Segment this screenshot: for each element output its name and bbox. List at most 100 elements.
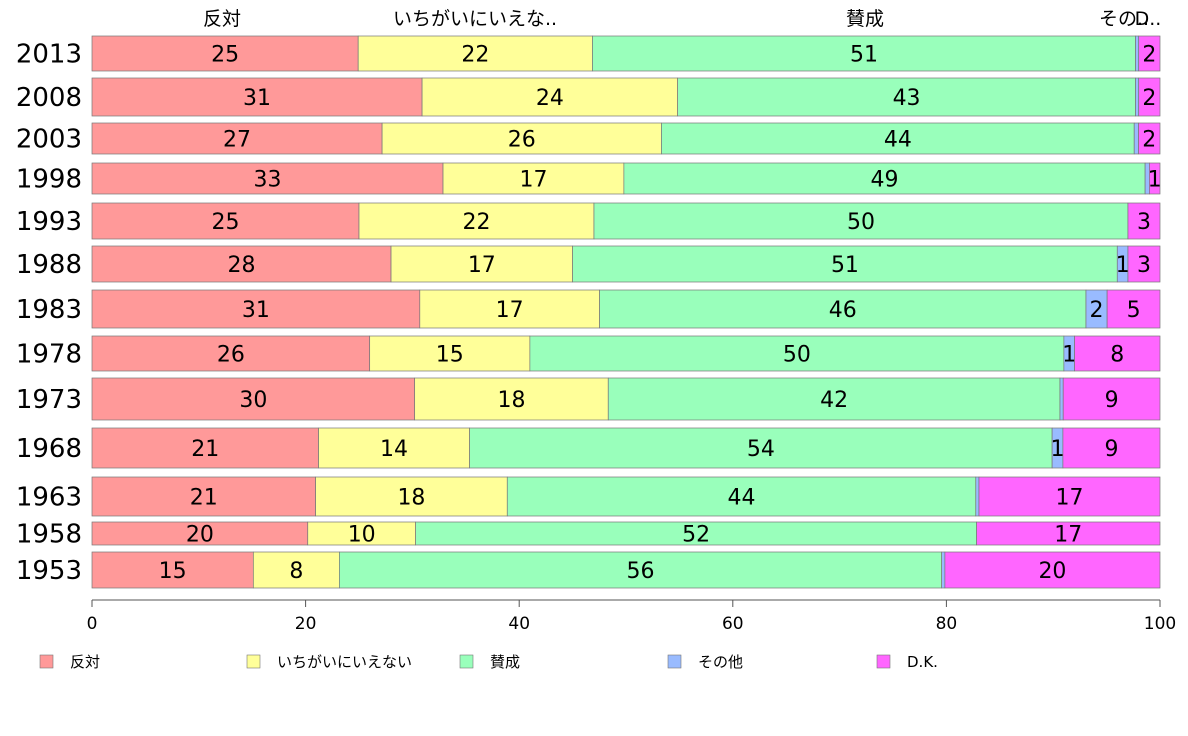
data-label-1968-s0: 21 [191, 437, 219, 462]
bar-1978-dk [1074, 335, 1161, 372]
data-label-2003-s0: 27 [223, 128, 251, 153]
bar-1958-dk [976, 521, 1161, 546]
bars: 25 22 51 231 24 43 227 26 44 233 17 49 125 22 50 328 17 5… [91, 35, 1162, 589]
y-tick-label-1968: 1968 [16, 434, 82, 464]
column-header-1: いちがいにいえな.. [393, 8, 557, 30]
bar-2008-s0 [91, 77, 423, 117]
data-label-2013-s1: 22 [461, 43, 489, 68]
bar-1953-s2 [339, 551, 943, 589]
y-tick-label-1983: 1983 [16, 295, 82, 325]
data-label-1953-s2: 56 [627, 559, 655, 584]
bar-1978-s2 [529, 335, 1065, 372]
column-headers: 反対 いちがいにいえな.. 賛成 その..D.. [203, 8, 1161, 30]
column-header-4: D.. [1135, 8, 1162, 30]
data-label-1958-s1: 10 [348, 523, 376, 548]
legend-swatch-4 [876, 654, 891, 669]
data-label-2003-s1: 26 [508, 128, 536, 153]
bar-1973-s0 [91, 377, 416, 421]
bar-1968-s0 [91, 427, 319, 469]
bar-2003-s1 [381, 122, 662, 155]
bar-1983-dk [1106, 289, 1161, 329]
legend-swatch-1 [246, 654, 261, 669]
data-label-1963-s2: 44 [728, 486, 756, 511]
bar-2013-dk [1138, 35, 1161, 72]
y-tick-label-1963: 1963 [16, 483, 82, 513]
bar-2003-s3 [1133, 122, 1139, 155]
y-tick-label-2003: 2003 [16, 125, 82, 155]
legend-label-3: その他 [698, 653, 743, 671]
bar-1968-s1 [318, 427, 470, 469]
data-label-1998-s2: 49 [870, 168, 898, 193]
data-label-1983-s0: 31 [242, 298, 270, 323]
bar-1988-s0 [91, 245, 392, 283]
data-label-1998-s0: 33 [254, 168, 282, 193]
bar-1998-s2 [623, 162, 1146, 195]
data-label-1993-s1: 22 [462, 210, 490, 235]
data-label-1958-s0: 20 [186, 523, 214, 548]
bar-1968-s2 [469, 427, 1053, 469]
data-label-1953-s1: 8 [289, 559, 303, 584]
bar-1963-s3 [975, 476, 980, 517]
bar-1963-s2 [506, 476, 977, 517]
data-label-1973-s4: 9 [1105, 388, 1119, 413]
data-label-1978-s1: 15 [436, 343, 464, 368]
data-label-2003-s4: 2 [1142, 128, 1156, 153]
bar-1988-dk [1127, 245, 1161, 283]
data-label-1968-s1: 14 [380, 437, 408, 462]
y-tick-label-1953: 1953 [16, 556, 82, 586]
data-label-1963-s4: 17 [1055, 486, 1083, 511]
data-label-1988-s2: 51 [831, 253, 859, 278]
y-tick-label-1973: 1973 [16, 385, 82, 415]
x-tick-label-40: 40 [508, 614, 530, 634]
data-label-1978-s2: 50 [783, 343, 811, 368]
bar-1953-dk [944, 551, 1161, 589]
bar-1998-dk [1149, 162, 1161, 195]
bar-1983-s2 [599, 289, 1087, 329]
data-label-2008-s1: 24 [536, 86, 564, 111]
data-label-1988-s4: 3 [1137, 253, 1151, 278]
bar-1988-s2 [572, 245, 1118, 283]
y-tick-label-1958: 1958 [16, 520, 82, 550]
bar-2008-s1 [421, 77, 678, 117]
bar-1993-s2 [593, 202, 1129, 240]
data-label-1988-s3: 1 [1116, 253, 1130, 278]
bar-2013-s3 [1135, 35, 1140, 72]
data-label-1983-s2: 46 [829, 298, 857, 323]
data-label-1953-s4: 20 [1038, 559, 1066, 584]
bar-1953-s3 [941, 551, 946, 589]
data-label-1993-s2: 50 [847, 210, 875, 235]
bar-1973-s2 [607, 377, 1061, 421]
data-label-1978-s0: 26 [217, 343, 245, 368]
data-label-1983-s3: 2 [1090, 298, 1104, 323]
data-label-1973-s2: 42 [820, 388, 848, 413]
data-label-2013-s4: 2 [1142, 43, 1156, 68]
bar-1963-s0 [91, 476, 316, 517]
column-header-0: 反対 [203, 8, 241, 30]
y-tick-label-1993: 1993 [16, 207, 82, 237]
data-label-1978-s3: 1 [1062, 343, 1076, 368]
data-label-1973-s1: 18 [497, 388, 525, 413]
data-label-2013-s2: 51 [850, 43, 878, 68]
bar-1973-s3 [1059, 377, 1064, 421]
x-tick-label-100: 100 [1144, 614, 1176, 634]
bar-1973-dk [1062, 377, 1161, 421]
legend-label-4: D.K. [907, 653, 938, 671]
legend-swatch-2 [459, 654, 474, 669]
legend-swatch-3 [667, 654, 682, 669]
data-label-1978-s4: 8 [1110, 343, 1124, 368]
bar-1998-s0 [91, 162, 444, 195]
bar-1968-dk [1062, 427, 1161, 469]
bar-2008-s2 [677, 77, 1136, 117]
bar-1988-s1 [390, 245, 573, 283]
bar-2008-dk [1138, 77, 1161, 117]
data-label-2008-s0: 31 [243, 86, 271, 111]
data-label-2008-s2: 43 [893, 86, 921, 111]
bar-1953-s1 [252, 551, 340, 589]
bar-2013-s1 [357, 35, 593, 72]
legend: 反対 いちがいにいえない 賛成 その他 D.K. [39, 653, 938, 671]
bar-1983-s1 [419, 289, 600, 329]
bar-2008-s3 [1135, 77, 1140, 117]
legend-label-1: いちがいにいえない [277, 653, 412, 671]
bar-1973-s1 [414, 377, 609, 421]
bar-1978-s0 [91, 335, 371, 372]
